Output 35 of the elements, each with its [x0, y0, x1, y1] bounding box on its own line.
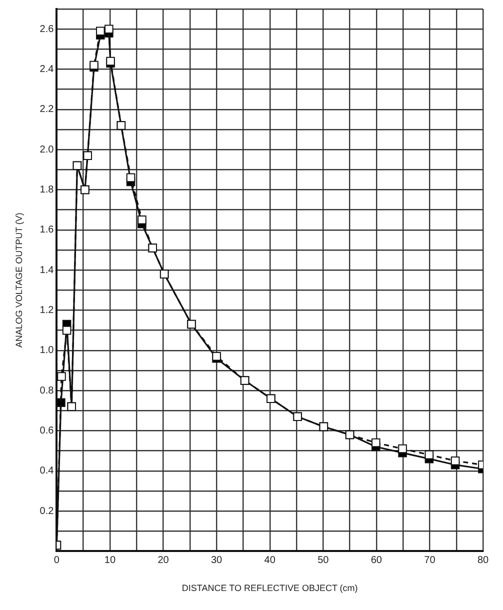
x-tick-label: 50: [318, 554, 330, 566]
point: [57, 372, 66, 381]
y-tick-label: 0.8: [40, 385, 54, 396]
y-tick-label: 1.8: [40, 184, 54, 196]
point: [138, 215, 146, 224]
y-tick-label: 0.4: [40, 466, 54, 477]
point: [372, 438, 380, 448]
x-axis-title: DISTANCE TO REFLECTIVE OBJECT (cm): [182, 583, 358, 594]
x-tick-label: 80: [477, 554, 489, 566]
point: [104, 24, 114, 34]
point: [398, 444, 407, 454]
y-axis-title: ANALOG VOLTAGE OUTPUT (V): [14, 212, 24, 348]
point: [96, 26, 105, 36]
x-tick-label: 40: [264, 554, 276, 566]
y-tick-label: 2.0: [40, 144, 54, 156]
y-tick-label: 1.6: [40, 224, 54, 236]
y-tick-label: 2.2: [40, 104, 54, 116]
x-tick-label: 70: [424, 554, 436, 566]
y-tick-label: 0.2: [40, 506, 54, 517]
point: [56, 398, 66, 407]
y-tick-label: 1.4: [40, 264, 54, 276]
y-tick-label: 1.0: [40, 345, 54, 356]
x-tick-label: 30: [211, 554, 223, 566]
point: [424, 450, 434, 460]
point: [126, 173, 136, 182]
y-tick-label: 2.6: [40, 24, 54, 35]
x-tick-label: 60: [370, 554, 382, 566]
point: [450, 456, 460, 466]
y-tick-label: 1.2: [40, 304, 54, 316]
point: [62, 326, 72, 335]
x-tick-label: 0: [54, 554, 60, 566]
x-tick-label: 10: [104, 554, 116, 566]
y-tick-label: 0.6: [40, 425, 54, 436]
x-tick-label: 20: [158, 554, 170, 566]
y-tick-label: 2.4: [40, 64, 54, 75]
